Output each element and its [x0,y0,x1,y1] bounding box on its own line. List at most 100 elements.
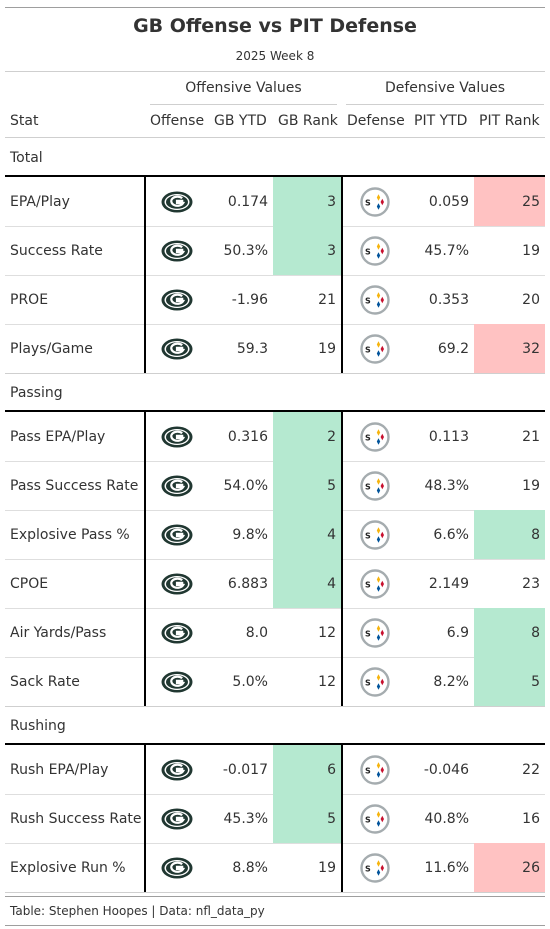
gb-ytd-value: 0.174 [227,193,268,210]
svg-text:S: S [365,345,371,354]
gb-ytd-value: 54.0% [223,477,268,494]
pit-rank-value: 21 [522,428,540,445]
stat-name: Air Yards/Pass [10,624,107,641]
gb-ytd-value: 8.0 [245,624,268,641]
column-header-offense: Offense [150,113,205,129]
stat-name: Pass Success Rate [10,477,139,494]
svg-text:S: S [365,629,371,638]
row-divider [5,324,545,325]
stat-name: Pass EPA/Play [10,428,106,445]
group-rule [5,410,545,412]
offense-divider [144,324,146,373]
defense-divider [341,461,343,510]
offense-divider [144,461,146,510]
offense-divider [144,177,146,226]
column-header-pit-rank: PIT Rank [479,113,540,129]
packers-logo-icon [161,426,193,447]
packers-logo-icon [161,671,193,692]
defense-logo: S [343,794,407,843]
steelers-logo-icon: S [360,568,390,599]
offense-logo [145,461,209,510]
source-note: Table: Stephen Hoopes | Data: nfl_data_p… [10,904,265,918]
offense-logo [145,745,209,794]
offense-divider [144,559,146,608]
svg-text:S: S [365,864,371,873]
pit-rank-value: 32 [474,324,545,373]
offense-divider [144,226,146,275]
defense-logo: S [343,461,407,510]
gb-rank-value: 19 [318,859,336,876]
steelers-logo-icon: S [360,333,390,364]
steelers-logo-icon: S [360,803,390,834]
gb-ytd-value: 45.3% [223,810,268,827]
table-row: Rush Success Rate 45.3% 5 S 40.8% 16 [5,794,545,843]
svg-text:S: S [365,433,371,442]
table-row: Explosive Run % 8.8% 19 S 11.6% 26 [5,843,545,892]
defense-logo: S [343,177,407,226]
offense-logo [145,275,209,324]
offense-divider [144,412,146,461]
column-header-stat: Stat [10,113,39,129]
packers-logo-icon [161,573,193,594]
pit-ytd-value: 6.9 [446,624,469,641]
spanner-line-defense [346,104,544,105]
header-rule [5,71,545,72]
table-row: EPA/Play 0.174 3 S 0.059 25 [5,177,545,226]
pit-ytd-value: 69.2 [437,340,469,357]
offense-logo [145,510,209,559]
pit-ytd-value: 48.3% [424,477,469,494]
gb-rank-value: 2 [273,412,341,461]
gb-ytd-value: 59.3 [236,340,268,357]
offense-logo [145,657,209,706]
defense-divider [341,745,343,794]
defense-divider [341,794,343,843]
gb-rank-value: 4 [273,510,341,559]
table-title: GB Offense vs PIT Defense [133,15,417,37]
stat-name: Explosive Pass % [10,526,130,543]
column-header-gb-ytd: GB YTD [214,113,267,129]
group-rule [5,175,545,177]
pit-ytd-value: 0.113 [428,428,469,445]
pit-ytd-value: 0.353 [428,291,469,308]
group-end-rule [5,373,545,374]
column-header-pit-ytd: PIT YTD [414,113,468,129]
gb-ytd-value: 50.3% [223,242,268,259]
gb-rank-value: 5 [273,794,341,843]
svg-text:S: S [365,678,371,687]
pit-rank-value: 25 [474,177,545,226]
stat-name: Rush EPA/Play [10,761,109,778]
defense-logo: S [343,657,407,706]
row-divider [5,608,545,609]
column-header-gb-rank: GB Rank [278,113,338,129]
packers-logo-icon [161,524,193,545]
pit-ytd-value: -0.046 [423,761,469,778]
stat-name: EPA/Play [10,193,70,210]
table-row: Air Yards/Pass 8.0 12 S 6.9 8 [5,608,545,657]
defense-divider [341,559,343,608]
svg-text:S: S [365,247,371,256]
defense-logo: S [343,559,407,608]
table-row: Rush EPA/Play -0.017 6 S -0.046 22 [5,745,545,794]
table-row: Explosive Pass % 9.8% 4 S 6.6% 8 [5,510,545,559]
defense-divider [341,510,343,559]
pit-rank-value: 5 [474,657,545,706]
packers-logo-icon [161,338,193,359]
pit-ytd-value: 40.8% [424,810,469,827]
group-rule [5,743,545,745]
defense-divider [341,226,343,275]
gb-ytd-value: 0.316 [227,428,268,445]
table-row: Pass Success Rate 54.0% 5 S 48.3% 19 [5,461,545,510]
stat-name: Rush Success Rate [10,810,142,827]
svg-text:S: S [365,296,371,305]
table-row: Sack Rate 5.0% 12 S 8.2% 5 [5,657,545,706]
spanner-line-offense [150,104,337,105]
svg-text:S: S [365,815,371,824]
packers-logo-icon [161,240,193,261]
stat-name: Sack Rate [10,673,80,690]
steelers-logo-icon: S [360,186,390,217]
table-subtitle: 2025 Week 8 [235,49,315,63]
steelers-logo-icon: S [360,754,390,785]
packers-logo-icon [161,622,193,643]
defense-logo: S [343,745,407,794]
